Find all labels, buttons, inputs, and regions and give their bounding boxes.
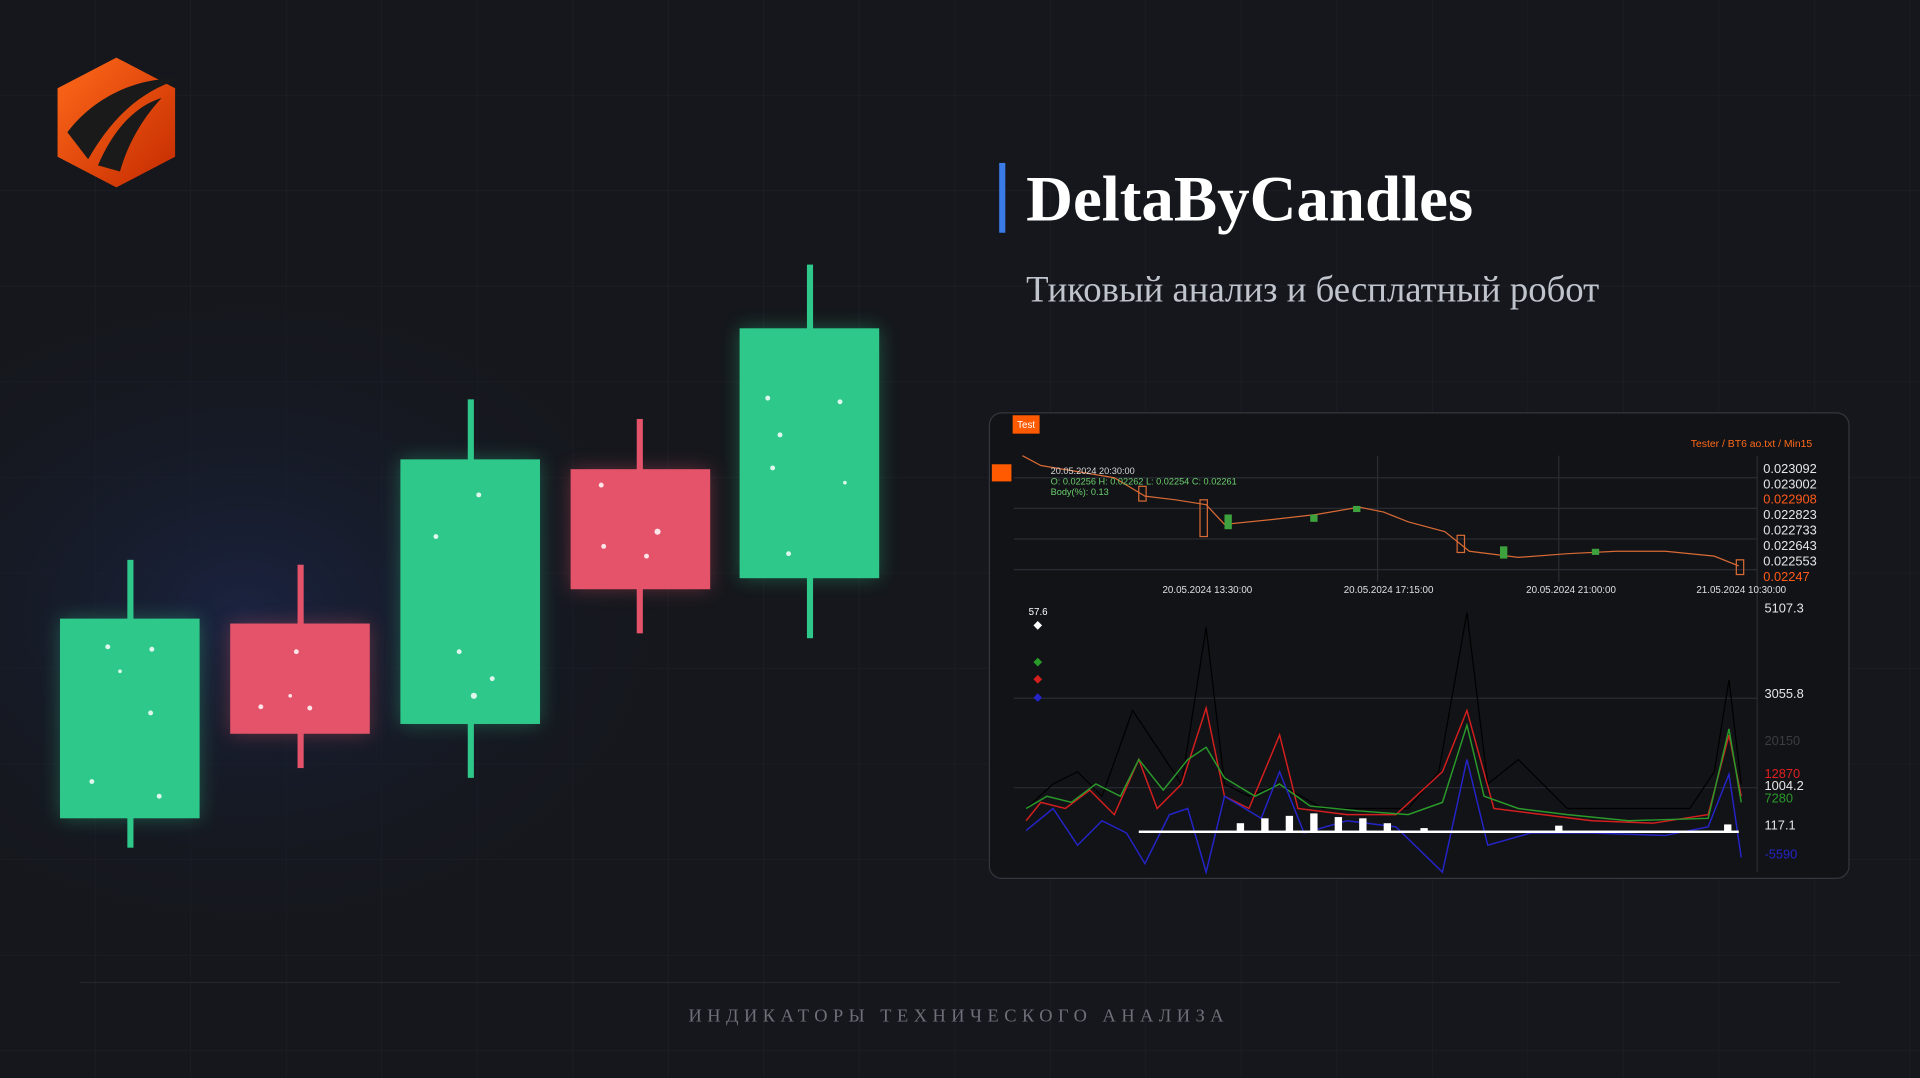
volume-bars: [1138, 813, 1739, 833]
price-label: 0.022733: [1763, 523, 1817, 538]
dot: [288, 693, 293, 698]
dot: [476, 492, 482, 498]
indicator-line-green: [1025, 722, 1742, 822]
mini-candle: [1591, 548, 1600, 555]
logo-swoosh: [67, 79, 178, 160]
candle-info: 20.05.2024 20:30:00: [1051, 466, 1135, 476]
subtitle: Тиковый анализ и бесплатный робот: [1026, 268, 1599, 309]
volume-bar: [1310, 813, 1318, 833]
mini-candle: [1224, 514, 1232, 530]
dot: [148, 710, 154, 716]
dot: [598, 482, 604, 488]
mini-candles: [1138, 485, 1745, 576]
dot: [765, 395, 771, 401]
time-label: 20.05.2024 13:30:00: [1162, 585, 1252, 596]
mini-candle: [1500, 546, 1508, 559]
time-label: 20.05.2024 17:15:00: [1344, 585, 1434, 596]
mini-candle: [1199, 499, 1208, 538]
dot: [644, 553, 649, 559]
dot: [654, 528, 661, 535]
volume-bar: [1236, 823, 1245, 833]
indicator-label: 117.1: [1764, 817, 1795, 832]
indicator-line-blue: [1025, 759, 1742, 876]
dot: [293, 649, 299, 655]
price-label: 0.022908: [1763, 492, 1817, 507]
time-label: 20.05.2024 21:00:00: [1526, 585, 1616, 596]
caption: Tester / BT6 ao.txt / Min15: [1691, 439, 1813, 450]
dot: [149, 646, 155, 652]
candle-body: [230, 623, 370, 734]
candle-body: [400, 459, 540, 724]
dot: [777, 432, 783, 438]
indicator-line-black: [1025, 612, 1742, 810]
dot: [433, 534, 439, 539]
title-accent: [999, 162, 1006, 233]
dot: [601, 543, 607, 549]
price-label: 0.02247: [1763, 569, 1809, 584]
volume-baseline: [1138, 830, 1739, 833]
indicator-label: 3055.8: [1764, 686, 1803, 701]
volume-bar: [1724, 824, 1732, 833]
badge-bg: [1012, 415, 1040, 434]
dot: [307, 705, 313, 711]
dot: [258, 704, 264, 710]
indicator-label: -5590: [1764, 847, 1797, 862]
candle-body: [570, 469, 711, 590]
price-label: 0.022643: [1763, 538, 1817, 553]
mini-grid: [1013, 455, 1758, 873]
indicator-label: 7280: [1764, 790, 1793, 805]
dot: [843, 480, 847, 485]
dot: [470, 692, 477, 699]
dot: [786, 551, 792, 557]
dot: [89, 779, 95, 784]
candle-dots: [89, 395, 847, 799]
price-label: 0.023002: [1763, 476, 1817, 491]
dot: [837, 399, 843, 405]
dot: [456, 649, 462, 655]
indicator-label: 20150: [1764, 733, 1800, 748]
volume-bar: [1555, 825, 1563, 833]
panel-frame: [988, 412, 1850, 879]
price-label: 0.022553: [1763, 553, 1817, 568]
mini-candle: [1735, 559, 1745, 576]
mini-candle: [1310, 514, 1318, 522]
mini-candle: [1353, 505, 1361, 513]
candle-body: [739, 328, 880, 579]
price-label: 0.022823: [1763, 507, 1817, 522]
dot: [105, 644, 111, 650]
candle-info: O: 0.02256 H: 0.02262 L: 0.02254 C: 0.02…: [1051, 476, 1237, 486]
indicator-value: 57.6: [1029, 607, 1049, 618]
badge: Test: [1017, 420, 1035, 431]
volume-bar: [1383, 823, 1392, 833]
indicator-line-red: [1025, 705, 1742, 824]
volume-bar: [1359, 818, 1367, 833]
candle-info: Body(%): 0.13: [1051, 487, 1109, 497]
candle-body: [60, 618, 200, 819]
time-label: 21.05.2024 10:30:00: [1696, 585, 1786, 596]
indicator-label: 12870: [1764, 766, 1800, 781]
dot: [770, 465, 776, 471]
volume-bar: [1261, 818, 1269, 833]
mini-candle: [1456, 534, 1466, 554]
indicator-label: 5107.3: [1764, 600, 1803, 615]
mini-candle: [1138, 485, 1147, 502]
indicator-label: 1004.2: [1764, 778, 1803, 793]
screenshot-panel: Test Tester / BT6 ao.txt / Min15: [988, 412, 1850, 879]
dot: [156, 793, 162, 799]
price-label: 0.023092: [1763, 461, 1817, 476]
dot: [489, 676, 495, 682]
dot: [118, 669, 122, 674]
logo-swoosh: [97, 98, 162, 172]
title: DeltaByCandles: [1026, 163, 1473, 235]
logo: [57, 57, 178, 188]
decorative-candles: [60, 264, 880, 848]
volume-bar: [1285, 815, 1294, 833]
volume-bar: [1334, 817, 1343, 833]
side-button: [991, 464, 1012, 482]
footer: ИНДИКАТОРЫ ТЕХНИЧЕСКОГО АНАЛИЗА: [688, 1006, 1229, 1026]
